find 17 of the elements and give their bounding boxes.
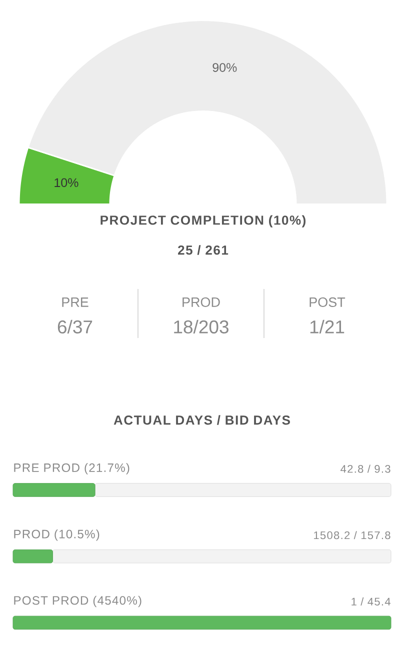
text: PROJECT COMPLETION (10%) [100, 215, 306, 228]
category-label: PROD [182, 297, 220, 307]
text: 6/37 [58, 320, 92, 334]
data-label: 10% [54, 178, 78, 188]
text: 1 / 45.4 [352, 597, 390, 606]
text: 25 / 261 [178, 245, 228, 255]
text: 18/203 [174, 320, 228, 334]
y-tick-label: PROD (10.5%) [14, 529, 100, 541]
y-tick-label: PRE PROD (21.7%) [14, 463, 130, 474]
text: 1508.2 / 157.8 [314, 531, 390, 540]
text: 1/21 [310, 320, 344, 334]
category-label: PRE [62, 298, 88, 307]
category-label: POST [310, 297, 346, 307]
data-label: 90% [212, 63, 237, 72]
text: 42.8 / 9.3 [340, 464, 390, 473]
chart-title: ACTUAL DAYS / BID DAYS [114, 415, 290, 425]
y-tick-label: POST PROD (4540%) [14, 596, 142, 608]
